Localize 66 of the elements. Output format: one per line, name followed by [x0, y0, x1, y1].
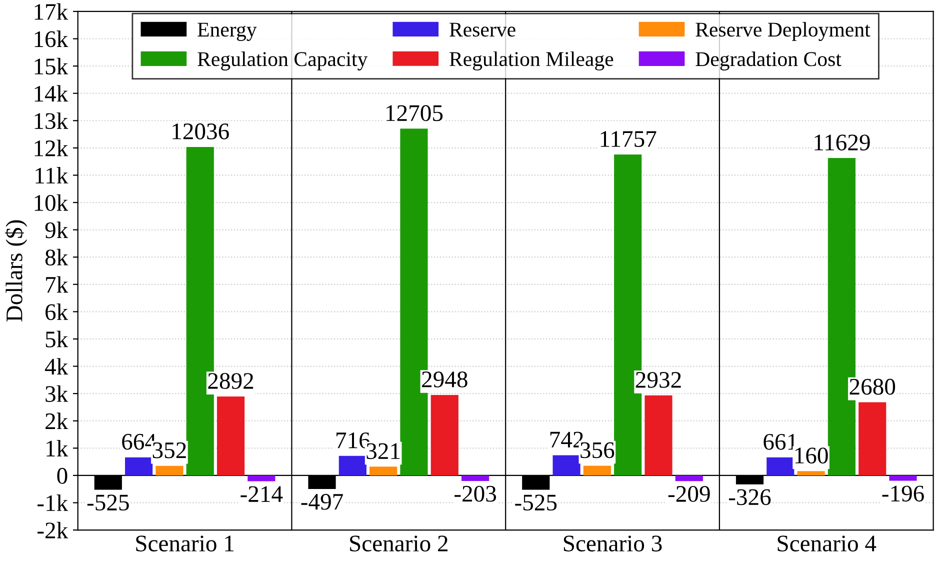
- y-tick-label: 12k: [34, 140, 68, 156]
- y-tick-label: 1k: [46, 440, 68, 456]
- data-label: 356: [580, 442, 614, 458]
- data-label: 11757: [600, 131, 656, 147]
- x-tick-label: Scenario 1: [136, 536, 234, 552]
- y-tick-label: 5k: [46, 330, 68, 348]
- data-label: -196: [882, 486, 924, 502]
- data-label: 12705: [386, 105, 443, 122]
- bar: [461, 475, 490, 481]
- y-tick-label: 10k: [34, 194, 68, 211]
- y-tick-label: 13k: [34, 112, 68, 130]
- y-tick-label: 9k: [45, 222, 68, 238]
- data-label: -525: [515, 494, 557, 511]
- data-label: 2932: [636, 372, 681, 388]
- bar: [430, 394, 458, 476]
- y-tick-label: 17k: [34, 3, 68, 20]
- data-label: -326: [728, 489, 771, 506]
- bar: [552, 455, 580, 476]
- legend-label: Regulation Capacity: [198, 52, 368, 70]
- data-label: -209: [668, 486, 710, 502]
- y-tick-label: 7k: [46, 276, 68, 293]
- legend-label: Regulation Mileage: [450, 51, 614, 70]
- y-tick-label: 16k: [34, 30, 68, 48]
- bar: [858, 402, 886, 476]
- bar: [216, 396, 245, 476]
- bar: [248, 475, 276, 482]
- y-tick-label: 15k: [34, 58, 68, 74]
- y-tick-label: 0: [57, 468, 68, 484]
- data-label: 352: [152, 442, 186, 458]
- data-label: -525: [87, 494, 129, 511]
- data-label: 160: [795, 448, 828, 464]
- data-label: -214: [240, 486, 283, 502]
- legend-label: Energy: [198, 22, 257, 41]
- y-tick-label: 14k: [34, 85, 68, 102]
- y-tick-label: 11k: [36, 167, 68, 184]
- y-tick-label: -1k: [38, 494, 68, 511]
- data-label: 661: [764, 434, 797, 450]
- bar: [644, 395, 672, 476]
- y-tick-label: -2k: [38, 522, 68, 538]
- data-label: 2680: [850, 378, 896, 395]
- data-label: 11629: [814, 134, 870, 150]
- x-tick-label: Scenario 2: [350, 536, 448, 552]
- x-tick-label: Scenario 4: [778, 536, 876, 552]
- data-label: -497: [301, 494, 343, 510]
- y-tick-label: 3k: [46, 385, 68, 402]
- y-tick-label: 8k: [45, 248, 68, 266]
- data-label: 12036: [172, 123, 229, 140]
- bar: [156, 466, 184, 476]
- data-label: 2948: [422, 371, 468, 388]
- y-tick-label: 2k: [46, 412, 68, 430]
- bar: [125, 457, 153, 476]
- bar: [675, 475, 703, 482]
- y-tick-label: 6k: [46, 303, 68, 320]
- bar: [370, 466, 398, 476]
- legend-label: Reserve Deployment: [696, 22, 870, 41]
- data-label: -203: [454, 486, 496, 502]
- bar: [583, 466, 611, 476]
- legend-label: Degradation Cost: [696, 52, 842, 70]
- bar: [338, 456, 366, 476]
- legend-label: Reserve: [450, 22, 516, 37]
- bar: [889, 475, 917, 481]
- data-label: 2892: [208, 373, 254, 389]
- x-tick-label: Scenario 3: [564, 536, 662, 552]
- y-axis-title: Dollars ($): [5, 220, 28, 322]
- y-tick-label: 4k: [44, 358, 68, 374]
- bar: [797, 471, 825, 476]
